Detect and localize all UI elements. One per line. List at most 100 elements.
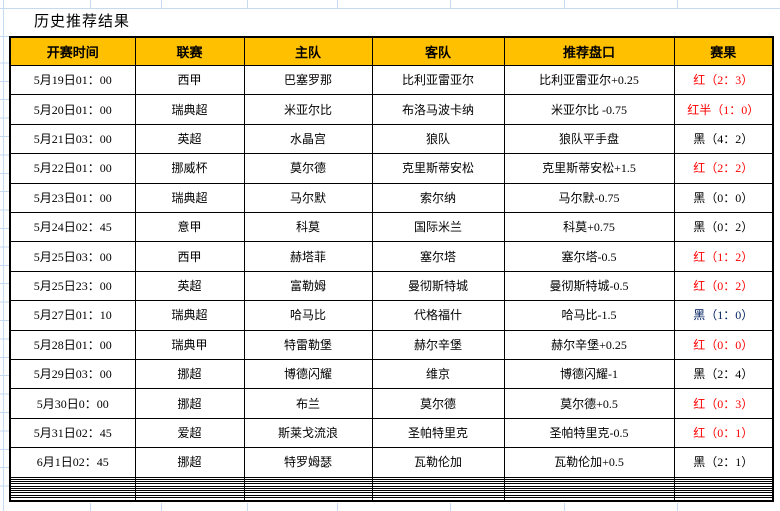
gridline (450, 503, 451, 511)
cell-home-team[interactable]: 特雷勒堡 (243, 329, 373, 361)
cell-handicap[interactable]: 赫尔辛堡+0.25 (503, 329, 675, 361)
page-title[interactable]: 历史推荐结果 (34, 14, 131, 30)
cell-league[interactable]: 英超 (134, 270, 245, 302)
cell-handicap[interactable]: 瓦勒伦加+0.5 (503, 447, 675, 478)
cell-away-team[interactable]: 瓦勒伦加 (371, 447, 505, 478)
cell-result[interactable]: 黑（2：1） (673, 447, 774, 478)
cell-kickoff-time[interactable]: 5月30日0：00 (9, 388, 136, 419)
cell-handicap[interactable]: 哈马比-1.5 (503, 300, 675, 331)
cell-kickoff-time[interactable]: 5月25日03：00 (9, 241, 136, 272)
cell-league[interactable]: 西甲 (134, 64, 245, 96)
column-header-away-team[interactable]: 客队 (371, 36, 505, 66)
cell-kickoff-time[interactable]: 5月31日02：45 (9, 417, 136, 449)
cell-away-team[interactable]: 圣帕特里克 (371, 417, 505, 449)
cell-kickoff-time[interactable] (9, 496, 136, 502)
cell-home-team[interactable] (243, 496, 373, 502)
cell-league[interactable]: 挪超 (134, 359, 245, 390)
cell-kickoff-time[interactable]: 5月23日01：00 (9, 182, 136, 214)
cell-kickoff-time[interactable]: 5月29日03：00 (9, 359, 136, 390)
cell-home-team[interactable]: 富勒姆 (243, 270, 373, 302)
cell-league[interactable]: 爱超 (134, 417, 245, 449)
cell-result[interactable]: 红（1：2） (673, 241, 774, 272)
cell-home-team[interactable]: 米亚尔比 (243, 94, 373, 125)
cell-league[interactable]: 意甲 (134, 212, 245, 243)
cell-kickoff-time[interactable]: 5月21日03：00 (9, 123, 136, 155)
cell-home-team[interactable]: 巴塞罗那 (243, 64, 373, 96)
cell-handicap[interactable]: 克里斯蒂安松+1.5 (503, 153, 675, 184)
cell-handicap[interactable]: 米亚尔比 -0.75 (503, 94, 675, 125)
cell-away-team[interactable]: 曼彻斯特城 (371, 270, 505, 302)
cell-handicap[interactable]: 塞尔塔-0.5 (503, 241, 675, 272)
cell-kickoff-time[interactable]: 5月24日02：45 (9, 212, 136, 243)
cell-kickoff-time[interactable]: 5月20日01：00 (9, 94, 136, 125)
cell-result[interactable]: 黑（4：2） (673, 123, 774, 155)
cell-result[interactable]: 红（2：3） (673, 64, 774, 96)
cell-home-team[interactable]: 水晶宫 (243, 123, 373, 155)
cell-result[interactable]: 黑（0：0） (673, 182, 774, 214)
cell-home-team[interactable]: 莫尔德 (243, 153, 373, 184)
cell-away-team[interactable]: 莫尔德 (371, 388, 505, 419)
cell-result[interactable]: 黑（1：0） (673, 300, 774, 331)
cell-handicap[interactable]: 马尔默-0.75 (503, 182, 675, 214)
cell-handicap[interactable]: 曼彻斯特城-0.5 (503, 270, 675, 302)
cell-home-team[interactable]: 特罗姆瑟 (243, 447, 373, 478)
cell-away-team[interactable]: 国际米兰 (371, 212, 505, 243)
cell-result[interactable]: 红（0：3） (673, 388, 774, 419)
cell-away-team[interactable]: 索尔纳 (371, 182, 505, 214)
cell-away-team[interactable] (371, 496, 505, 502)
cell-away-team[interactable]: 比利亚雷亚尔 (371, 64, 505, 96)
cell-result[interactable]: 红（2：2） (673, 153, 774, 184)
cell-home-team[interactable]: 科莫 (243, 212, 373, 243)
cell-league[interactable]: 瑞典超 (134, 300, 245, 331)
cell-away-team[interactable]: 克里斯蒂安松 (371, 153, 505, 184)
cell-league[interactable]: 瑞典甲 (134, 329, 245, 361)
cell-result[interactable]: 红（0：2） (673, 270, 774, 302)
cell-kickoff-time[interactable]: 5月27日01：10 (9, 300, 136, 331)
cell-result[interactable]: 红（0：0） (673, 329, 774, 361)
column-header-kickoff-time[interactable]: 开赛时间 (9, 36, 136, 66)
cell-result[interactable]: 黑（0：2） (673, 212, 774, 243)
cell-away-team[interactable]: 布洛马波卡纳 (371, 94, 505, 125)
cell-handicap[interactable]: 圣帕特里克-0.5 (503, 417, 675, 449)
column-header-result[interactable]: 赛果 (673, 36, 774, 66)
cell-home-team[interactable]: 马尔默 (243, 182, 373, 214)
cell-handicap[interactable]: 博德闪耀-1 (503, 359, 675, 390)
cell-league[interactable]: 瑞典超 (134, 94, 245, 125)
cell-league[interactable]: 挪威杯 (134, 153, 245, 184)
cell-away-team[interactable]: 维京 (371, 359, 505, 390)
cell-handicap[interactable]: 莫尔德+0.5 (503, 388, 675, 419)
column-header-handicap[interactable]: 推荐盘口 (503, 36, 675, 66)
cell-handicap[interactable] (503, 496, 675, 502)
cell-home-team[interactable]: 赫塔菲 (243, 241, 373, 272)
cell-home-team[interactable]: 哈马比 (243, 300, 373, 331)
cell-handicap[interactable]: 狼队平手盘 (503, 123, 675, 155)
cell-league[interactable] (134, 496, 245, 502)
cell-league[interactable]: 西甲 (134, 241, 245, 272)
column-header-home-team[interactable]: 主队 (243, 36, 373, 66)
cell-league[interactable]: 瑞典超 (134, 182, 245, 214)
cell-result[interactable] (673, 494, 774, 498)
cell-league[interactable]: 英超 (134, 123, 245, 155)
cell-away-team[interactable]: 狼队 (371, 123, 505, 155)
cell-kickoff-time[interactable]: 5月19日01：00 (9, 64, 136, 96)
cell-league[interactable]: 挪超 (134, 447, 245, 478)
cell-away-team[interactable]: 塞尔塔 (371, 241, 505, 272)
table-row: 5月25日03：00 西甲 赫塔菲 塞尔塔 塞尔塔-0.5 红（1：2） (9, 241, 774, 272)
cell-kickoff-time[interactable]: 5月22日01：00 (9, 153, 136, 184)
cell-league[interactable]: 挪超 (134, 388, 245, 419)
cell-away-team[interactable]: 赫尔辛堡 (371, 329, 505, 361)
cell-result[interactable] (673, 496, 774, 502)
cell-home-team[interactable]: 斯莱戈流浪 (243, 417, 373, 449)
cell-kickoff-time[interactable]: 5月28日01：00 (9, 329, 136, 361)
cell-away-team[interactable]: 代格福什 (371, 300, 505, 331)
column-header-league[interactable]: 联赛 (134, 36, 245, 66)
cell-result[interactable]: 红（0：1） (673, 417, 774, 449)
cell-handicap[interactable]: 比利亚雷亚尔+0.25 (503, 64, 675, 96)
cell-handicap[interactable]: 科莫+0.75 (503, 212, 675, 243)
cell-kickoff-time[interactable]: 5月25日23：00 (9, 270, 136, 302)
cell-result[interactable]: 红半（1：0） (673, 94, 774, 125)
cell-kickoff-time[interactable]: 6月1日02：45 (9, 447, 136, 478)
cell-home-team[interactable]: 博德闪耀 (243, 359, 373, 390)
cell-home-team[interactable]: 布兰 (243, 388, 373, 419)
cell-result[interactable]: 黑（2：4） (673, 359, 774, 390)
